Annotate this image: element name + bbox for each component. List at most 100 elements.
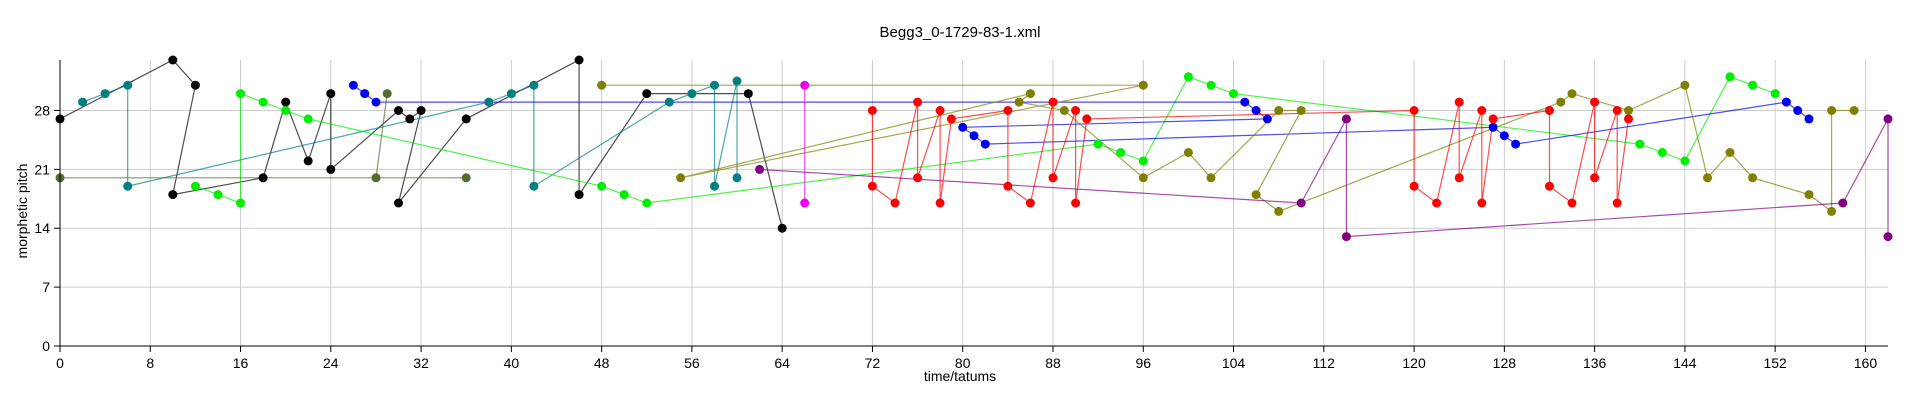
data-point — [348, 80, 358, 90]
data-point — [1341, 114, 1351, 124]
data-point — [969, 131, 979, 141]
data-point — [619, 190, 629, 200]
data-point — [1409, 181, 1419, 191]
x-tick-label: 88 — [1045, 355, 1061, 371]
data-point — [326, 164, 336, 174]
data-point — [529, 80, 539, 90]
data-point — [1003, 181, 1013, 191]
data-point — [1477, 106, 1487, 115]
y-tick-label: 0 — [42, 338, 50, 354]
data-point — [258, 173, 268, 183]
data-point — [1409, 106, 1419, 115]
data-point — [461, 173, 471, 183]
data-point — [1703, 173, 1712, 183]
data-point — [123, 181, 133, 191]
x-tick-label: 48 — [594, 355, 610, 371]
data-point — [1793, 106, 1803, 115]
data-point — [1488, 122, 1498, 132]
data-point — [1725, 72, 1735, 82]
data-point — [1725, 148, 1735, 157]
data-point — [303, 156, 313, 166]
data-point — [913, 173, 923, 183]
data-point — [755, 164, 765, 174]
data-point — [1138, 80, 1148, 90]
data-point — [867, 106, 877, 115]
chart-title: Begg3_0-1729-83-1.xml — [880, 24, 1041, 41]
data-point — [890, 198, 900, 208]
data-point — [1624, 114, 1633, 124]
x-tick-label: 8 — [146, 355, 154, 371]
series-line — [353, 84, 1810, 145]
data-point — [597, 80, 607, 90]
data-point — [1059, 106, 1069, 115]
data-point — [1838, 198, 1848, 208]
data-point — [168, 190, 178, 200]
data-point — [1251, 190, 1261, 200]
data-point — [687, 89, 697, 99]
x-tick-label: 72 — [865, 355, 881, 371]
data-point — [1590, 173, 1600, 183]
x-tick-label: 104 — [1222, 355, 1246, 371]
data-point — [1138, 173, 1148, 183]
y-tick-label: 14 — [34, 220, 50, 236]
data-point — [1545, 181, 1554, 191]
data-point — [326, 89, 336, 99]
data-point — [123, 80, 133, 90]
data-point — [1612, 198, 1622, 208]
data-point — [1251, 106, 1261, 115]
data-point — [1048, 173, 1058, 183]
data-point — [1206, 80, 1216, 90]
data-point — [743, 89, 753, 99]
data-point — [664, 97, 674, 107]
x-tick-label: 160 — [1854, 355, 1878, 371]
data-point — [529, 181, 539, 191]
data-point — [371, 173, 381, 183]
data-point — [394, 198, 403, 208]
data-point — [1240, 97, 1250, 107]
y-axis-label: morphetic pitch — [14, 164, 30, 259]
data-point — [1804, 114, 1814, 124]
data-point — [710, 80, 719, 90]
data-point — [484, 97, 494, 107]
x-tick-label: 136 — [1583, 355, 1607, 371]
x-tick-label: 24 — [323, 355, 339, 371]
x-tick-label: 32 — [413, 355, 429, 371]
data-point — [1748, 80, 1758, 90]
data-point — [100, 89, 110, 99]
data-point — [416, 106, 426, 115]
data-point — [1116, 148, 1126, 157]
data-point — [1499, 131, 1509, 141]
data-point — [1590, 97, 1600, 107]
data-point — [1567, 89, 1577, 99]
data-point — [913, 97, 923, 107]
data-point — [1454, 173, 1464, 183]
data-point — [1624, 106, 1633, 115]
data-point — [1849, 106, 1859, 115]
data-point — [1511, 139, 1521, 149]
data-point — [1229, 89, 1238, 99]
data-point — [236, 198, 245, 208]
x-axis-label: time/tatums — [924, 368, 996, 384]
axes — [54, 60, 1888, 352]
data-point — [1071, 106, 1081, 115]
data-point — [1770, 89, 1780, 99]
data-point — [710, 181, 719, 191]
data-point — [1274, 106, 1284, 115]
data-point — [1454, 97, 1464, 107]
data-point — [1432, 198, 1442, 208]
data-point — [1341, 232, 1351, 242]
data-point — [1827, 206, 1837, 216]
data-point — [1477, 198, 1487, 208]
data-point — [676, 173, 686, 183]
x-tick-label: 56 — [684, 355, 700, 371]
data-points — [55, 55, 1893, 242]
data-point — [1014, 97, 1024, 107]
data-point — [1093, 139, 1103, 149]
x-tick-label: 144 — [1673, 355, 1697, 371]
data-point — [777, 223, 787, 233]
data-point — [1138, 156, 1148, 166]
x-tick-label: 16 — [233, 355, 249, 371]
data-point — [1262, 114, 1272, 124]
data-point — [1082, 114, 1092, 124]
